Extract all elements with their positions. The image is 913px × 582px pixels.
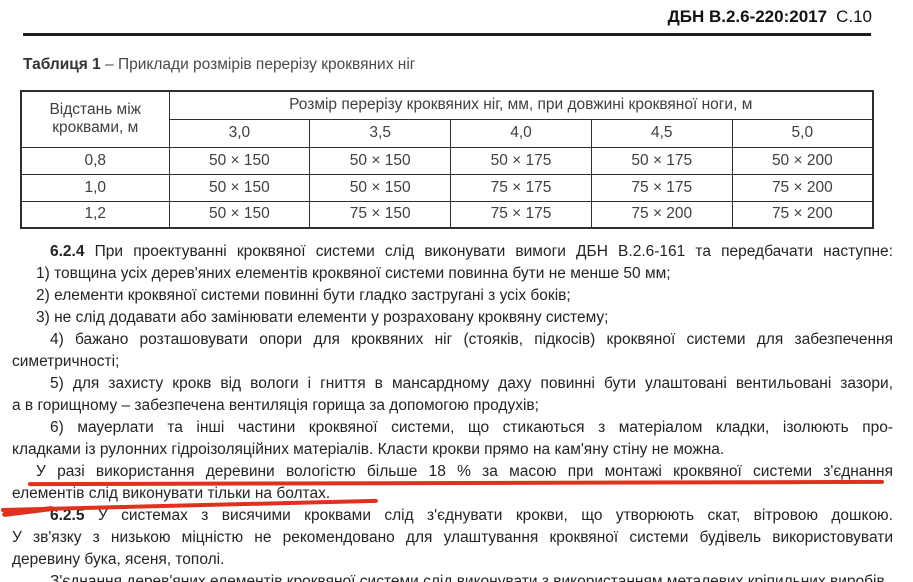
table-cell-size: 75 × 150 — [309, 200, 452, 229]
document-code: ДБН В.2.6-220:2017 — [667, 7, 828, 26]
page-number: С.10 — [836, 7, 872, 26]
table-cell-size: 50 × 150 — [168, 200, 311, 229]
list-item-1: 1) товщина усіх дерев'яних елементів кро… — [36, 265, 671, 282]
table-caption-text: – Приклади розмірів перерізу кроквяних н… — [100, 56, 416, 73]
table-cell-size: 50 × 150 — [309, 173, 452, 202]
table-subheader-length: 3,0 — [168, 118, 311, 148]
body-text: 6.2.4 При проектуванні кроквяної системи… — [12, 241, 893, 582]
clause-number: 6.2.5 — [50, 507, 85, 524]
table-cell-size: 50 × 150 — [168, 173, 311, 202]
underlined-paragraph: У разі використання деревини вологістю б… — [36, 463, 893, 480]
paragraph-6-2-4: 6.2.4 При проектуванні кроквяної системи… — [50, 243, 893, 260]
table-cell-size: 75 × 175 — [450, 200, 592, 229]
table-cell-spacing: 1,0 — [20, 173, 170, 202]
paragraph-6-2-5-end: деревину бука, ясеня, тополі. — [12, 551, 225, 568]
table-cell-size: 75 × 200 — [731, 173, 874, 202]
table-caption: Таблиця 1 – Приклади розмірів перерізу к… — [23, 56, 415, 74]
list-item-6-continued: кладками із рулонних гідроізоляційних ма… — [12, 441, 725, 458]
table-cell-size: 50 × 150 — [168, 146, 311, 175]
table-cell-size: 50 × 175 — [450, 146, 592, 175]
table-cell-spacing: 0,8 — [20, 146, 170, 175]
table-cell-size: 50 × 150 — [309, 146, 452, 175]
list-item-3: 3) не слід додавати або замінювати елеме… — [36, 309, 609, 326]
clause-number: 6.2.4 — [50, 243, 85, 260]
paragraph-6-2-5: 6.2.5 У системах з висячими кроквами слі… — [50, 507, 893, 524]
rafter-size-table: Відстань між кроквами, м Розмір перерізу… — [20, 90, 874, 229]
table-subheader-length: 4,0 — [450, 118, 592, 148]
table-subheader-length: 3,5 — [309, 118, 452, 148]
page-header: ДБН В.2.6-220:2017 С.10 — [668, 7, 872, 27]
table-cell-size: 75 × 200 — [731, 200, 874, 229]
underlined-paragraph-continued: елементів слід виконувати тільки на болт… — [12, 485, 331, 502]
list-item-5-continued: а в горищному – забезпечена вентиляція г… — [12, 397, 539, 414]
table-subheader-length: 5,0 — [731, 118, 874, 148]
table-caption-label: Таблиця 1 — [23, 56, 101, 73]
table-cell-spacing: 1,2 — [20, 200, 170, 229]
table-row: 1,0 50 × 150 50 × 150 75 × 175 75 × 175 … — [20, 173, 874, 202]
table-row: 1,2 50 × 150 75 × 150 75 × 175 75 × 200 … — [20, 200, 874, 229]
table-header-span: Розмір перерізу кроквяних ніг, мм, при д… — [168, 90, 874, 120]
list-item-6: 6) мауерлати та інші частини кроквяної с… — [50, 419, 893, 436]
list-item-5: 5) для захисту крокв від вологи і гниття… — [50, 375, 893, 392]
partial-cropped-line: З'єднання дерев'яних елементів кроквяної… — [50, 573, 890, 582]
paragraph-6-2-5-continued: У зв'язку з низькою міцністю не рекоменд… — [12, 529, 893, 546]
header-rule — [23, 33, 871, 36]
table-subheader-length: 4,5 — [590, 118, 733, 148]
list-item-4-continued: симетричності; — [12, 353, 120, 370]
table-cell-size: 75 × 175 — [590, 173, 733, 202]
list-item-2: 2) елементи кроквяної системи повинні бу… — [36, 287, 571, 304]
list-item-4: 4) бажано розташовувати опори для кроквя… — [50, 331, 893, 348]
table-header-spacing: Відстань між кроквами, м — [20, 90, 170, 148]
table-cell-size: 50 × 200 — [731, 146, 874, 175]
table-cell-size: 75 × 200 — [590, 200, 733, 229]
table-row: 0,8 50 × 150 50 × 150 50 × 175 50 × 175 … — [20, 146, 874, 175]
table-cell-size: 75 × 175 — [450, 173, 592, 202]
table-cell-size: 50 × 175 — [590, 146, 733, 175]
